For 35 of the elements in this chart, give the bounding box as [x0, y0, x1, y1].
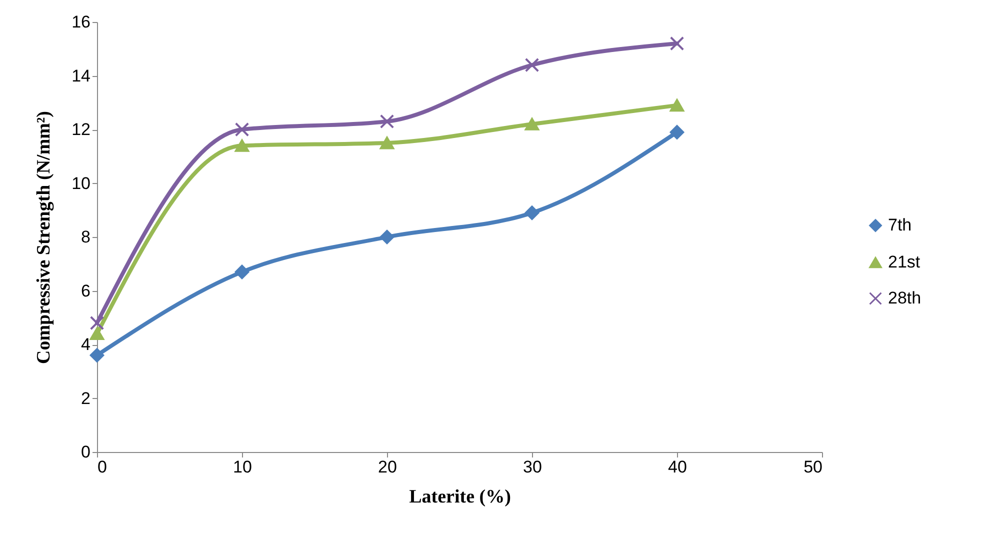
point — [234, 122, 250, 137]
x-tick-label: 10 — [233, 458, 252, 476]
legend-label: 7th — [888, 216, 912, 234]
x-tick-label: 40 — [668, 458, 687, 476]
point — [670, 99, 684, 112]
x-tick-label: 30 — [523, 458, 542, 476]
y-tick-label: 8 — [81, 228, 90, 246]
point — [234, 139, 250, 152]
x-tick-label: 20 — [378, 458, 397, 476]
point — [524, 58, 540, 72]
y-tick-label: 4 — [81, 335, 90, 354]
y-tick-label: 0 — [81, 442, 90, 462]
y-tick-label: 6 — [81, 281, 90, 300]
y-tick-label: 10 — [72, 174, 90, 193]
y-axis-title: Compressive Strength (N/mm²) — [34, 110, 55, 364]
point — [380, 230, 394, 244]
point — [234, 264, 250, 280]
y-tick-label: 16 — [72, 12, 90, 32]
point — [524, 118, 540, 130]
legend-label: 28th — [888, 288, 922, 308]
y-tick-label: 12 — [72, 120, 90, 139]
point — [90, 327, 104, 340]
point — [380, 136, 394, 150]
point — [90, 348, 104, 362]
x-tick-label: 0 — [98, 458, 107, 476]
y-tick-label: 2 — [81, 388, 90, 408]
point — [670, 125, 684, 140]
x-axis-title: Laterite (%) — [409, 486, 511, 508]
point — [380, 114, 394, 129]
x-tick-label: 50 — [804, 458, 822, 476]
y-tick-label: 14 — [72, 66, 90, 86]
point — [90, 316, 104, 330]
point — [670, 36, 684, 51]
legend-label: 21st — [888, 252, 920, 272]
point — [524, 206, 540, 220]
